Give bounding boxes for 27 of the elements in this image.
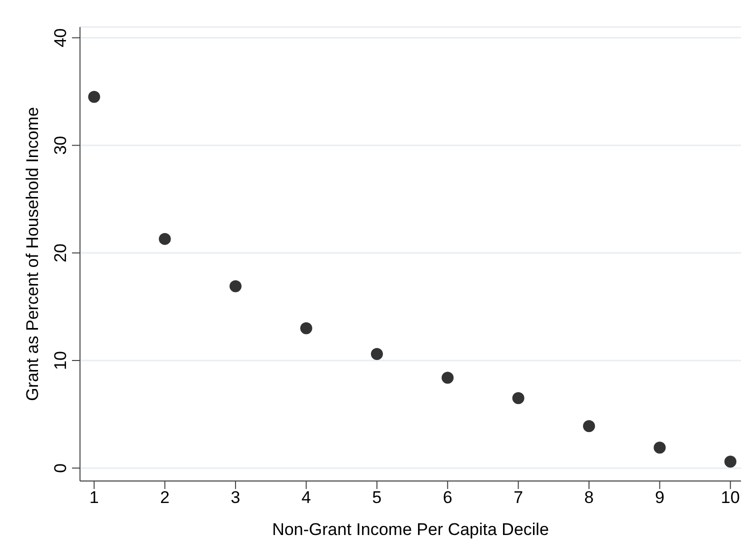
point	[158, 232, 171, 245]
point	[88, 90, 100, 103]
point	[724, 456, 736, 468]
x-tick-label: 1	[89, 488, 99, 508]
x-tick-label: 7	[514, 488, 524, 508]
point	[230, 280, 242, 292]
x-tick-label: 4	[301, 488, 311, 508]
x-tick-label: 5	[372, 488, 382, 508]
point	[583, 420, 596, 432]
x-tick-label: 10	[720, 488, 740, 508]
y-tick-label: 10	[51, 351, 70, 370]
x-tick-label: 3	[230, 488, 240, 508]
y-tick-label: 40	[51, 28, 70, 48]
y-tick-label: 0	[51, 463, 70, 473]
y-tick-label: 20	[51, 243, 70, 262]
x-tick-label: 2	[160, 488, 170, 508]
point	[654, 442, 666, 454]
y-tick-label: 30	[51, 136, 70, 155]
x-tick-label: 6	[442, 488, 452, 508]
x-tick-label: 9	[654, 488, 664, 508]
point	[370, 348, 383, 360]
x-axis-title: Non-Grant Income Per Capita Decile	[272, 520, 549, 539]
point	[300, 322, 312, 334]
x-tick-label: 8	[584, 488, 594, 508]
y-axis-title: Grant as Percent of Household Income	[23, 107, 42, 401]
point	[442, 372, 454, 384]
point	[512, 392, 524, 404]
